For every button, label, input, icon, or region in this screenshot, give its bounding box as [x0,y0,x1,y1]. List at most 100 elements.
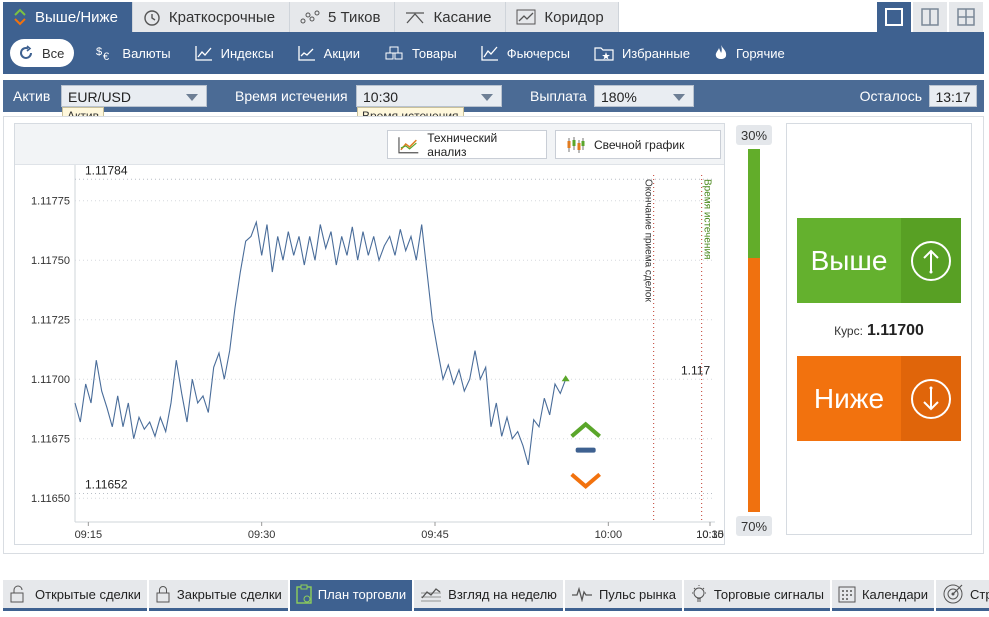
y-tick-label: 1.11775 [31,196,70,208]
category-goods[interactable]: Товары [372,39,469,67]
tab-5-ticks[interactable]: 5 Тиков [290,2,396,32]
expiry-select[interactable]: 10:30 [356,85,502,107]
lower-button[interactable]: Ниже [797,356,961,441]
chart-up-chevron-icon[interactable] [570,421,601,438]
asset-select[interactable]: EUR/USD [61,85,207,107]
x-tick-label: 10:30 [696,529,724,541]
lower-button-label: Ниже [813,383,885,414]
single-layout-icon [885,8,903,26]
refresh-icon [20,45,32,59]
bottom-tabs: Открытые сделки Закрытые сделки План тор… [3,580,989,614]
high-level-label: 1.11784 [85,165,128,177]
category-hot[interactable]: Горячие [702,39,797,67]
up-percent-badge: 30% [736,125,772,145]
lock-open-icon [10,585,24,603]
asset-category-bar: Все $ € Валюты Индексы Акции Товары Фьюче… [3,32,984,74]
price-chart[interactable]: 1.11775 1.11750 1.11725 1.11700 1.11675 1.116… [15,165,724,545]
chevron-down-icon [673,94,685,101]
expiry-select-value: 10:30 [363,89,399,105]
down-percent-badge: 70% [736,516,772,536]
tab-open-deals[interactable]: Открытые сделки [3,580,147,611]
double-layout-icon [921,8,939,26]
tab-touch-label: Касание [433,8,492,26]
tab-5-ticks-label: 5 Тиков [328,8,381,26]
y-tick-label: 1.11750 [31,255,70,267]
updown-icon [14,8,26,26]
expiry-label: Время истечения [235,88,348,104]
category-goods-label: Товары [412,45,457,61]
category-favorites[interactable]: Избранные [582,39,702,67]
layout-quad-button[interactable] [949,2,983,32]
arrow-up-circle-icon [911,240,951,281]
tab-calendars[interactable]: Календари [831,580,935,611]
tab-updown-label: Выше/Ниже [35,8,118,26]
index-chart-icon [195,46,212,61]
higher-button-label: Выше [810,245,888,276]
up-percent-bar [748,149,760,258]
chart-toolbar: Технический анализ Свечной график [15,124,724,165]
candles-icon [567,136,585,153]
rate-value: 1.11700 [866,322,924,339]
touch-icon [406,12,425,24]
currency-icon: $ € [96,46,109,61]
chart-container: Технический анализ Свечной график 1.1177… [14,123,725,545]
tab-updown[interactable]: Выше/Ниже [3,2,133,32]
trade-panel [786,123,972,535]
candle-chart-button[interactable]: Свечной график [555,130,721,159]
y-tick-label: 1.11725 [31,315,70,327]
futures-chart-icon [481,46,498,61]
tab-strategies-label: Стратегии [970,586,989,602]
layout-double-button[interactable] [913,2,947,32]
tab-closed-deals[interactable]: Закрытые сделки [148,580,288,611]
goods-icon [385,46,403,60]
ticks-icon [300,10,320,24]
tab-calendars-label: Календари [861,586,929,602]
x-tick-label: 09:30 [248,529,276,541]
tab-strategies[interactable]: Стратегии [936,580,989,611]
x-tick-label: 09:15 [75,529,103,541]
category-currencies-label: Валюты [122,45,171,61]
svg-text:$: $ [96,46,102,58]
category-all[interactable]: Все [10,39,75,67]
lightbulb-icon [691,585,706,602]
last-price-marker [561,375,570,382]
chevron-down-icon [186,94,198,101]
rate-label: Курс: [834,324,863,338]
technical-analysis-button[interactable]: Технический анализ [387,130,547,159]
tab-trade-plan[interactable]: План торговли [289,580,413,611]
category-indices[interactable]: Индексы [183,39,286,67]
category-stocks[interactable]: Акции [286,39,372,67]
svg-text:€: € [103,51,109,61]
tab-trade-signals[interactable]: Торговые сигналы [683,580,830,611]
category-favorites-label: Избранные [621,45,690,61]
tab-week-view[interactable]: Взгляд на неделю [414,580,563,611]
tab-market-pulse[interactable]: Пульс рынка [564,580,682,611]
tab-corridor-label: Коридор [544,8,604,26]
week-chart-icon [421,588,442,602]
layout-single-button[interactable] [877,2,911,32]
pulse-icon [571,586,592,602]
payout-select[interactable]: 180% [594,85,694,107]
tab-open-deals-label: Открытые сделки [35,586,141,602]
tab-short-term[interactable]: Краткосрочные [132,2,291,32]
tab-corridor[interactable]: Коридор [506,2,619,32]
chart-down-chevron-icon[interactable] [570,472,601,490]
category-all-label: Все [42,45,65,61]
category-stocks-label: Акции [323,45,360,61]
category-currencies[interactable]: $ € Валюты [84,39,182,67]
higher-button[interactable]: Выше [797,218,961,303]
tab-touch[interactable]: Касание [395,2,507,32]
quad-layout-icon [957,8,975,26]
analysis-chart-icon [398,136,419,153]
tab-short-term-label: Краткосрочные [168,8,276,26]
layout-switcher [877,2,983,32]
remaining-label: Осталось [859,88,922,104]
arrow-down-circle-icon [911,378,951,419]
calendar-icon [838,586,856,603]
tab-closed-deals-label: Закрытые сделки [176,586,282,602]
target-icon [943,584,963,604]
category-futures-label: Фьючерсы [506,45,570,61]
y-tick-label: 1.11650 [31,493,70,505]
category-futures[interactable]: Фьючерсы [469,39,582,67]
deal-end-label: Окончание приема сделок [643,179,654,302]
